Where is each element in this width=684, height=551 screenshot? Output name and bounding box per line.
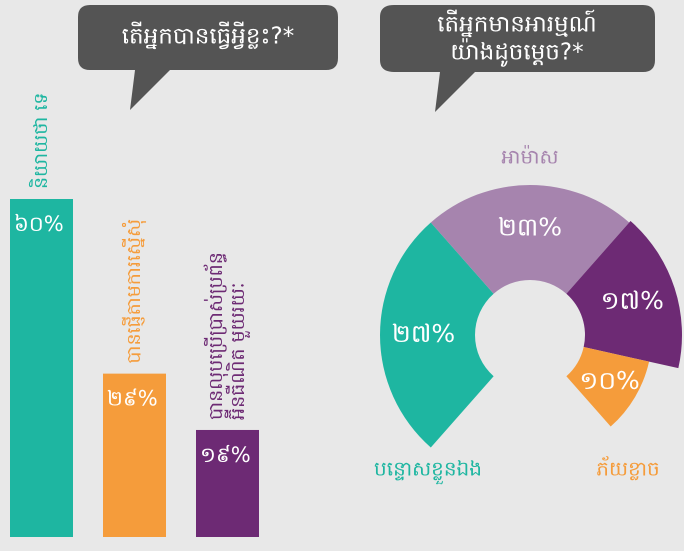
category-label: ភ័យខ្លាច: [596, 456, 659, 481]
value-label: ២៧%: [392, 319, 455, 348]
category-label: បានផ្ញើតាមការស្នើសុំ: [121, 219, 147, 364]
bar: [103, 373, 166, 537]
bar: [196, 429, 259, 537]
value-label: ៦០%: [14, 212, 64, 236]
category-label: បានលុបប្រើប្រាស់ប្រព័ន្ធ: [203, 252, 229, 420]
chart-title: តើអ្នកបានធ្វើអ្វីខ្លះ?*: [122, 22, 295, 50]
donut-segment: [566, 220, 682, 369]
donut-segment: [566, 346, 650, 427]
value-label: ១០%: [579, 366, 639, 395]
donut-segment: [379, 222, 494, 448]
value-label: ២៣%: [498, 213, 562, 242]
category-label: និយាយថា ទេ: [28, 93, 52, 190]
value-label: ១៧%: [601, 286, 664, 315]
category-label: បន្ទោសខ្លួនឯង: [374, 457, 482, 485]
bar: [10, 199, 73, 537]
donut-segment: [430, 184, 630, 294]
chart-title: យ៉ាងដូចម្តេច?*: [450, 38, 583, 68]
chart-title: តើអ្នកមានអារម្មណ៍: [437, 10, 596, 38]
category-label: អាម៉ាស: [501, 145, 558, 169]
value-label: ១៩%: [200, 443, 251, 467]
speech-bubble: [78, 5, 338, 110]
speech-bubble: [380, 5, 655, 112]
category-label: អ៊ីនធឺណិត មួយរយៈ: [224, 282, 251, 420]
value-label: ២៩%: [107, 387, 158, 411]
